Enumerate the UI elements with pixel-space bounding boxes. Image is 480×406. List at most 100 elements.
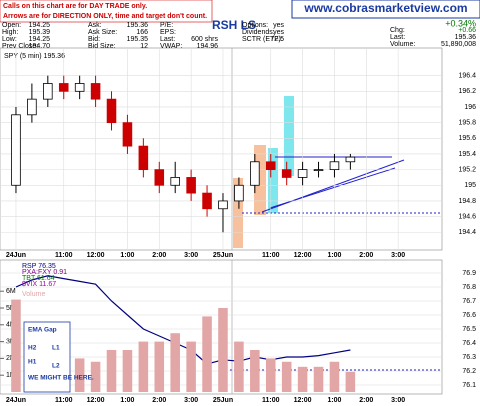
y-tick-label: 2M bbox=[6, 355, 16, 362]
volume-bar bbox=[90, 361, 101, 392]
x-tick-label: 3:00 bbox=[391, 397, 405, 404]
field-label: Prev Close: bbox=[2, 43, 38, 50]
candle-body bbox=[297, 169, 308, 178]
note: Arrows are for DIRECTION ONLY, time and … bbox=[3, 13, 207, 20]
candle-body bbox=[27, 98, 37, 116]
cyan-zone bbox=[284, 96, 294, 176]
y-tick-label: 194.8 bbox=[458, 198, 476, 205]
volume-bar bbox=[250, 350, 260, 392]
price-title: SPY (5 min) 195.36 bbox=[4, 53, 65, 60]
field-value: 194.70 bbox=[29, 43, 51, 50]
x-tick-label: 11:00 bbox=[55, 397, 73, 404]
legend-entry: RSP 76.35 bbox=[22, 263, 56, 270]
y2-tick-label: 76.4 bbox=[462, 340, 476, 347]
y-tick-label: 1M bbox=[6, 372, 16, 379]
y2-tick-label: 76.3 bbox=[462, 354, 476, 361]
candle-body bbox=[202, 192, 212, 210]
y-tick-label: 195 bbox=[464, 182, 476, 189]
button-label: WE MIGHT BE HERE. bbox=[28, 375, 94, 382]
field-value: 194.96 bbox=[197, 43, 219, 50]
price-panel bbox=[0, 47, 443, 251]
button-label: L2 bbox=[52, 363, 60, 370]
y2-tick-label: 76.8 bbox=[462, 284, 476, 291]
x-tick-label: 1:00 bbox=[327, 252, 341, 259]
y2-tick-label: 76.9 bbox=[462, 270, 476, 277]
lower-panel bbox=[0, 259, 443, 395]
x-tick-label: 25Jun bbox=[213, 252, 233, 259]
candle-body bbox=[90, 83, 101, 100]
volume-bar bbox=[170, 333, 180, 392]
candle-body bbox=[43, 83, 53, 100]
candle-body bbox=[250, 161, 260, 186]
field-value: yes bbox=[273, 29, 284, 36]
candle-body bbox=[74, 83, 85, 92]
x-tick-label: 12:00 bbox=[294, 397, 312, 404]
candle-body bbox=[234, 184, 244, 202]
rsp-line bbox=[15, 275, 351, 365]
candle-body bbox=[265, 161, 276, 171]
field-label: Open: bbox=[2, 22, 21, 29]
volume-bar bbox=[329, 361, 340, 392]
candle-body bbox=[345, 156, 356, 163]
y-tick-label: 196 bbox=[464, 104, 476, 111]
x-tick-label: 11:00 bbox=[262, 252, 280, 259]
field-label: High: bbox=[2, 29, 18, 36]
field-value: 600 shrs bbox=[191, 36, 218, 43]
y2-tick-label: 76.1 bbox=[462, 382, 476, 389]
y-tick-label: 194.4 bbox=[458, 229, 476, 236]
field-label: EPS: bbox=[160, 29, 176, 36]
button-label: L1 bbox=[52, 345, 60, 352]
x-tick-label: 1:00 bbox=[120, 252, 134, 259]
candle-body bbox=[58, 83, 69, 92]
volume-bar bbox=[281, 361, 292, 392]
y2-tick-label: 76.2 bbox=[462, 368, 476, 375]
x-tick-label: 3:00 bbox=[184, 397, 198, 404]
field-value: 51,890,008 bbox=[441, 41, 476, 48]
candle-body bbox=[218, 200, 228, 210]
x-tick-label: 1:00 bbox=[120, 397, 134, 404]
field-label: Options: bbox=[242, 22, 268, 29]
y-tick-label: 195.2 bbox=[458, 166, 476, 173]
field-value: 195.36 bbox=[127, 22, 149, 29]
y-tick-label: 196.2 bbox=[458, 88, 476, 95]
legend-entry: Volume bbox=[22, 291, 45, 298]
candle-body bbox=[11, 114, 21, 186]
volume-bar bbox=[265, 358, 276, 392]
x-tick-label: 3:00 bbox=[391, 252, 405, 259]
y-tick-label: 3M bbox=[6, 338, 16, 345]
field-label: Volume: bbox=[390, 41, 415, 48]
field-value: yes bbox=[273, 22, 284, 29]
candle-body bbox=[122, 122, 133, 147]
x-tick-label: 25Jun bbox=[213, 397, 233, 404]
y-tick-label: 6M bbox=[6, 288, 16, 295]
volume-bar bbox=[234, 341, 244, 392]
volume-bar bbox=[202, 316, 212, 392]
field-value: 195.35 bbox=[127, 36, 149, 43]
field-label: Chg: bbox=[390, 27, 405, 34]
candle-body bbox=[170, 177, 180, 186]
volume-bar bbox=[106, 350, 117, 392]
field-value: 194.25 bbox=[29, 22, 51, 29]
field-label: Low: bbox=[2, 36, 17, 43]
field-label: Last: bbox=[160, 36, 175, 43]
field-label: SCTR (ETF): bbox=[242, 36, 283, 43]
candle-body bbox=[138, 145, 149, 171]
volume-bar bbox=[186, 341, 196, 392]
field-label: Bid Size: bbox=[88, 43, 116, 50]
y-tick-label: 195.8 bbox=[458, 119, 476, 126]
field-value: 166 bbox=[136, 29, 148, 36]
y-tick-label: 194.6 bbox=[458, 213, 476, 220]
candle-body bbox=[281, 169, 292, 178]
volume-bar bbox=[313, 366, 324, 392]
legend-entry: $VIX 11.67 bbox=[22, 281, 56, 288]
y-tick-label: 196.4 bbox=[458, 73, 476, 80]
x-tick-label: 24Jun bbox=[6, 252, 26, 259]
y2-tick-label: 76.7 bbox=[462, 298, 476, 305]
field-value: 195.36 bbox=[455, 34, 477, 41]
field-value: 194.25 bbox=[29, 36, 51, 43]
x-tick-label: 12:00 bbox=[294, 252, 312, 259]
note: Calls on this chart are for DAY TRADE on… bbox=[3, 3, 147, 10]
field-label: Bid: bbox=[88, 36, 100, 43]
candle-body bbox=[106, 98, 117, 124]
